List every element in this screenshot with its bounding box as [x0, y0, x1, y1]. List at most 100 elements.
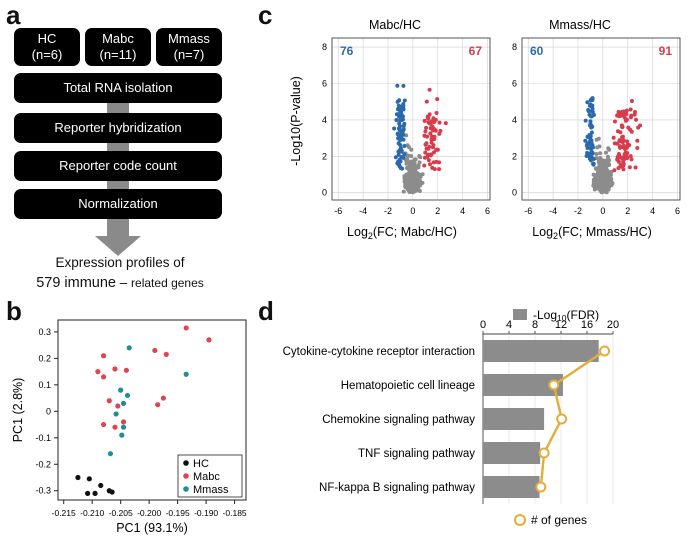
- volcano-point-ns: [605, 160, 610, 165]
- volcano-point-up: [621, 138, 626, 143]
- pca-point-hc: [85, 490, 91, 496]
- pca-x-tick-label: -0.215: [52, 508, 76, 518]
- volcano-frame: [331, 37, 491, 201]
- pca-legend-label: Mmass: [193, 484, 229, 496]
- pca-point-mabc: [163, 351, 169, 358]
- volcano-point-up: [431, 160, 436, 165]
- volcano-point-ns: [606, 155, 611, 160]
- pca-y-tick-label: -0.3: [35, 486, 51, 496]
- volcano-point-up: [428, 162, 433, 167]
- volcano-point-ns: [597, 144, 602, 149]
- volcano-point-up: [426, 120, 431, 125]
- volcano-point-down: [402, 98, 407, 103]
- gene-count-marker: [548, 379, 560, 391]
- volcano-point-down: [399, 109, 404, 114]
- volcano-point-down: [589, 104, 594, 109]
- volcano-point-ns: [603, 150, 608, 155]
- pca-point-mmass: [120, 400, 127, 406]
- gene-count-marker: [556, 413, 568, 425]
- volcano-1-x-axis-label: Log2(FC; Mabc/HC): [347, 225, 457, 241]
- gene-count-line: [539, 350, 606, 488]
- volcano-point-up: [628, 107, 633, 112]
- pca-point-mabc: [106, 398, 112, 404]
- pca-point-mabc: [100, 374, 107, 380]
- volcano-x-tick-label: -6: [524, 206, 532, 216]
- enrichment-bar: [483, 408, 545, 430]
- volcano-point-ns: [602, 179, 607, 184]
- pca-point-mabc: [183, 325, 189, 331]
- volcano-point-up: [424, 99, 429, 104]
- pca-legend-box: [177, 454, 243, 498]
- volcano-point-ns: [605, 180, 610, 185]
- group-name: Mabc: [102, 30, 134, 46]
- volcano-point-up: [632, 110, 637, 115]
- volcano-point-down: [586, 109, 591, 114]
- volcano-point-ns: [405, 143, 410, 148]
- volcano-point-up: [635, 145, 640, 150]
- volcano-point-up: [425, 134, 430, 139]
- volcano-point-up: [623, 118, 628, 123]
- volcano-point-ns: [416, 177, 421, 182]
- volcano-point-ns: [604, 164, 609, 169]
- pca-point-mmass: [183, 371, 189, 377]
- volcano-x-tick-label: 6: [485, 206, 490, 216]
- volcano-2-title: Mmass/HC: [549, 18, 611, 32]
- volcano-x-tick-label: 4: [460, 206, 465, 216]
- volcano-point-down: [396, 152, 401, 157]
- group-count: (n=11): [99, 47, 137, 62]
- pca-x-tick-label: -0.195: [166, 508, 190, 518]
- volcano-point-down: [395, 107, 400, 112]
- group-name: HC: [37, 30, 57, 46]
- volcano-point-up: [624, 108, 629, 113]
- panel-label-d: d: [258, 296, 274, 326]
- volcano-point-down: [398, 124, 403, 129]
- pca-y-axis-label: PC1 (2.8%): [11, 378, 25, 443]
- volcano-point-ns: [598, 156, 603, 161]
- volcano-point-up: [625, 139, 630, 144]
- volcano-point-down: [395, 83, 400, 88]
- pca-y-tick-label: 0.2: [38, 353, 51, 363]
- volcano-point-ns: [609, 183, 614, 188]
- legend-bar-swatch: [513, 309, 527, 320]
- volcano-point-up: [629, 98, 634, 103]
- pca-point-mabc: [115, 403, 121, 409]
- volcano-point-ns: [405, 166, 410, 171]
- volcano-point-ns: [602, 184, 607, 189]
- volcano-point-up: [616, 152, 621, 157]
- volcano-point-up: [437, 120, 442, 125]
- volcano-point-ns: [407, 172, 412, 177]
- volcano-point-up: [433, 117, 438, 122]
- volcano-point-down: [394, 117, 399, 122]
- volcano-point-up: [622, 145, 627, 150]
- volcano-point-ns: [604, 190, 609, 195]
- volcano-point-up: [638, 123, 643, 128]
- volcano-point-down: [401, 83, 406, 88]
- volcano-point-down: [589, 114, 594, 119]
- pca-point-mabc: [112, 366, 118, 372]
- volcano-point-ns: [594, 184, 599, 189]
- volcano-point-ns: [609, 176, 614, 181]
- volcano-y-tick-label: 0: [322, 188, 327, 198]
- volcano-point-ns: [594, 151, 599, 156]
- panel-label-c: c: [258, 0, 273, 30]
- pca-frame: [57, 319, 247, 501]
- volcano-point-up: [622, 115, 627, 120]
- volcano-x-tick-label: -4: [549, 206, 557, 216]
- volcano-point-up: [621, 167, 626, 172]
- volcano-point-up: [435, 97, 440, 102]
- volcano-point-up: [426, 158, 431, 163]
- volcano-x-tick-label: -4: [359, 206, 367, 216]
- legend-bar-label: -Log10(FDR): [533, 308, 599, 323]
- volcano-point-up: [620, 112, 625, 117]
- volcano-point-ns: [401, 189, 406, 194]
- volcano-point-up: [423, 129, 428, 134]
- volcano-x-tick-label: 2: [435, 206, 440, 216]
- volcano-point-down: [588, 119, 593, 124]
- volcano-point-up: [437, 131, 442, 136]
- pca-y-tick-label: -0.2: [35, 459, 51, 469]
- volcano-point-down: [392, 126, 397, 131]
- pca-x-tick-label: -0.190: [194, 508, 218, 518]
- volcano-point-up: [629, 157, 634, 162]
- volcano-point-ns: [597, 179, 602, 184]
- panel-label-b: b: [6, 296, 22, 326]
